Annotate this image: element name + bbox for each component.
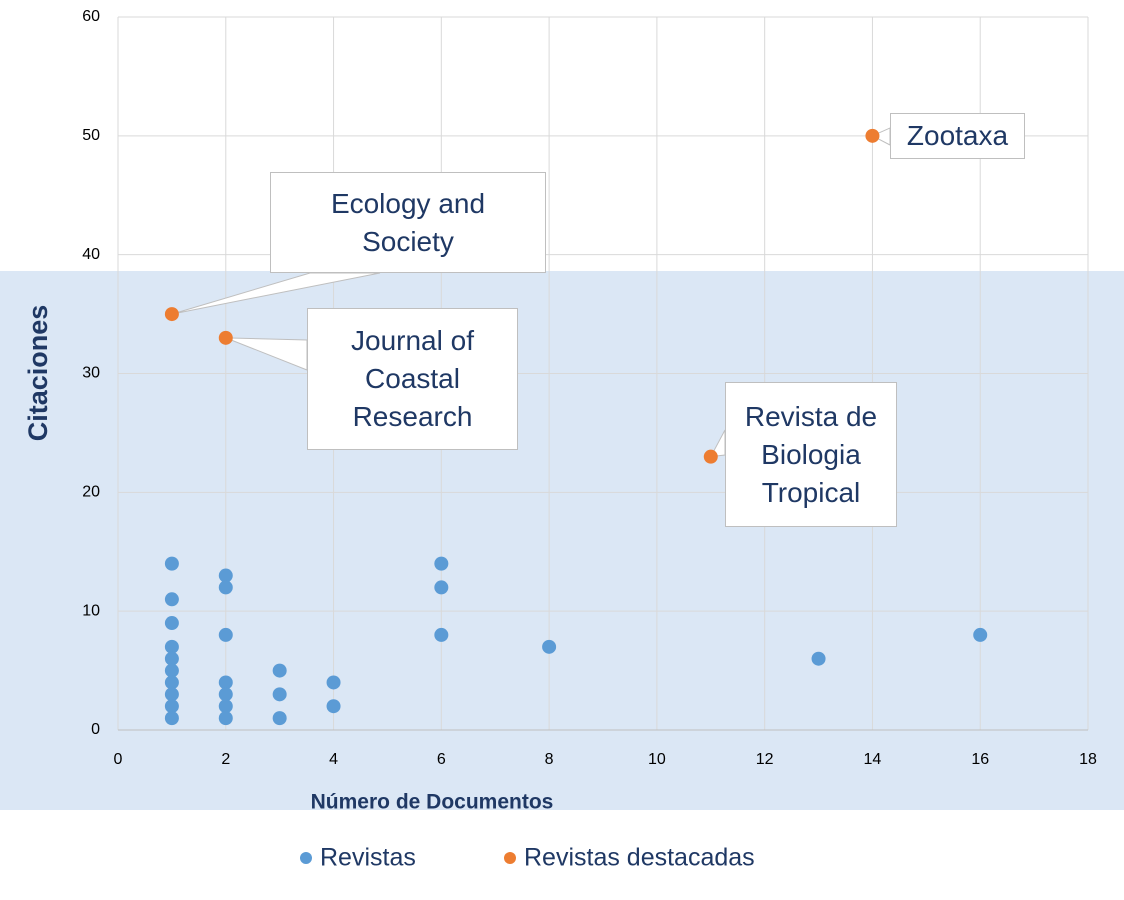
point [218,568,233,583]
data-label: Ecology and Society [330,187,486,257]
legend-marker [504,852,516,864]
point [164,556,179,571]
point [164,663,179,678]
point [703,449,718,464]
point [164,639,179,654]
x-tick-label: 10 [648,751,666,768]
x-tick-label: 8 [545,751,554,768]
data-label: Revista de Biologia Tropical [744,400,878,508]
x-tick-label: 2 [221,751,230,768]
y-tick-label: 60 [82,8,100,25]
legend-label: Revistas [320,844,416,872]
point [164,592,179,607]
data-label-box: Zootaxa [890,113,1025,159]
point [164,711,179,726]
point [434,580,449,595]
point [542,639,557,654]
point [272,663,287,678]
x-tick-label: 0 [114,751,123,768]
point [326,675,341,690]
data-label: Journal of Coastal Research [351,325,474,432]
x-tick-label: 18 [1079,751,1097,768]
x-tick-label: 4 [329,751,338,768]
y-tick-label: 50 [82,127,100,144]
point [218,627,233,642]
y-tick-label: 40 [82,246,100,263]
data-label-box: Revista de Biologia Tropical [725,382,897,527]
data-label-box: Ecology and Society [270,172,546,273]
x-tick-label: 14 [864,751,882,768]
y-tick-label: 30 [82,365,100,382]
legend-label: Revistas destacadas [524,844,755,872]
point [164,687,179,702]
point [272,687,287,702]
point [326,699,341,714]
point [218,711,233,726]
x-axis-title: Número de Documentos [311,791,554,814]
x-tick-label: 12 [756,751,774,768]
y-tick-label: 20 [82,484,100,501]
data-label-box: Journal of Coastal Research [307,308,518,450]
point [164,675,179,690]
callout-pointer [171,272,381,315]
y-axis-title: Citaciones [23,305,53,442]
x-tick-label: 6 [437,751,446,768]
point [973,627,988,642]
x-tick-label: 16 [971,751,989,768]
point [218,330,233,345]
point [218,580,233,595]
y-tick-label: 10 [82,602,100,619]
legend-marker [300,852,312,864]
background-band [0,271,1124,810]
point [164,616,179,631]
point [164,651,179,666]
point [218,675,233,690]
point [164,307,179,322]
point [218,699,233,714]
point [218,687,233,702]
point [434,556,449,571]
point [272,711,287,726]
point [811,651,826,666]
data-label: Zootaxa [906,120,1009,151]
point [434,627,449,642]
y-tick-label: 0 [91,721,100,738]
point [164,699,179,714]
point [865,128,880,143]
